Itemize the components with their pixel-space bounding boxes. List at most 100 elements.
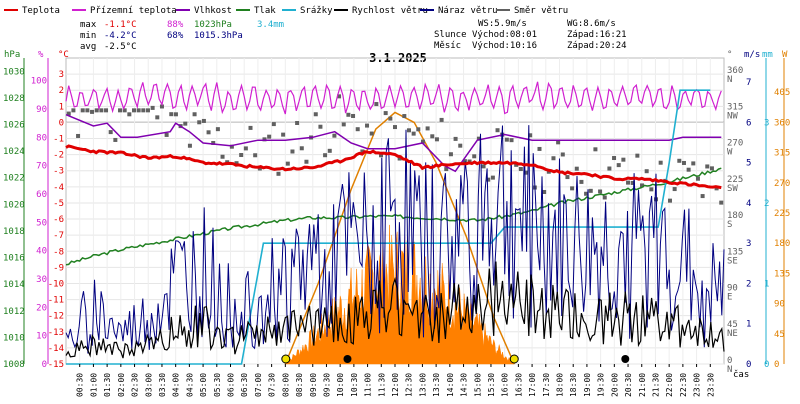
axis-title-mm: mm <box>762 50 773 60</box>
solar-area <box>284 224 516 365</box>
legend-label-temperature: Teplota <box>22 6 60 16</box>
x-tick-label: 21:00 <box>638 373 647 397</box>
stat-min-hum: 68% <box>167 31 184 41</box>
x-tick-label: 13:30 <box>432 373 441 397</box>
legend-item-wind-speed: Rychlost větru <box>334 6 428 16</box>
wind-direction-point <box>677 158 682 163</box>
wind-direction-point <box>383 111 388 116</box>
tick-label-c: -7 <box>53 231 64 241</box>
stat-min-temp: -4.2°C <box>104 31 137 41</box>
wind-direction-point <box>234 161 239 166</box>
wind-speed-max: WS:5.9m/s <box>478 19 527 29</box>
wind-direction-point <box>560 152 565 157</box>
wind-direction-point <box>169 112 174 117</box>
tick-label-pct: 90 <box>36 105 47 115</box>
tick-label-ms: 3 <box>746 239 751 249</box>
wind-direction-point <box>542 189 547 194</box>
x-tick-label: 16:00 <box>501 373 510 397</box>
wind-direction-point <box>183 121 188 126</box>
x-tick-label: 09:30 <box>322 373 331 397</box>
wind-direction-point <box>243 146 248 151</box>
x-tick-label: 20:00 <box>610 373 619 397</box>
tick-label-hpa: 1008 <box>3 360 25 370</box>
tick-label-c: -2 <box>53 151 64 161</box>
tick-label-c: 2 <box>59 86 64 96</box>
temperature-line <box>65 144 722 190</box>
wind-direction-point <box>346 112 351 117</box>
wind-direction-point <box>621 157 626 162</box>
axis-title-c: °C <box>58 50 69 60</box>
tick-label-hpa: 1030 <box>3 67 25 77</box>
wind-direction-point <box>495 128 500 133</box>
wind-direction-point <box>393 125 397 130</box>
wind-direction-point <box>229 144 234 149</box>
wind-direction-point <box>579 179 584 184</box>
tick-label-w: 135 <box>774 269 790 279</box>
x-tick-label: 08:00 <box>281 373 290 397</box>
legend-label-pressure: Tlak <box>254 6 276 16</box>
wind-direction-point <box>551 156 556 161</box>
tick-label-c: -6 <box>53 215 64 225</box>
wind-direction-point <box>332 133 337 138</box>
moon-label: Měsíc <box>434 41 461 51</box>
x-tick-label: 22:30 <box>679 373 688 397</box>
sun-rise: Východ:08:01 <box>472 30 537 40</box>
wind-direction-point <box>430 134 435 139</box>
humidity-line <box>65 114 722 173</box>
sunset-marker <box>509 354 519 364</box>
wind-direction-point <box>113 137 118 142</box>
tick-label-compass: NE <box>727 329 738 339</box>
wind-direction-point <box>164 132 169 137</box>
wind-direction-point <box>94 108 99 113</box>
wind-direction-point <box>104 108 109 113</box>
stat-max-rain: 3.4mm <box>257 20 284 30</box>
legend-item-wind-gust: Náraz větru <box>420 6 498 16</box>
wind-direction-point <box>588 188 593 193</box>
tick-label-c: -9 <box>53 263 64 273</box>
x-tick-label: 23:30 <box>706 373 715 397</box>
sun-moon-markers <box>281 354 630 364</box>
wind-direction-point <box>458 143 463 148</box>
x-tick-label: 07:30 <box>268 373 277 397</box>
axis-title-time: čas <box>733 369 749 380</box>
tick-label-c: -8 <box>53 247 64 257</box>
tick-label-c: -12 <box>48 312 64 322</box>
tick-label-deg: 315 <box>727 102 743 112</box>
wind-direction-point <box>425 126 430 131</box>
tick-label-ms: 5 <box>746 159 751 169</box>
tick-label-deg: 135 <box>727 247 743 257</box>
x-tick-label: 01:30 <box>103 373 112 397</box>
wind-direction-point <box>667 198 672 203</box>
wind-direction-point <box>318 124 323 129</box>
wind-direction-point <box>323 153 328 158</box>
x-tick-label: 08:30 <box>295 373 304 397</box>
wind-direction-point <box>108 130 113 135</box>
wind-direction-point <box>626 180 631 185</box>
sun-set: Západ:16:21 <box>567 30 627 40</box>
moon-set: Západ:20:24 <box>567 41 627 51</box>
tick-label-c: -1 <box>53 135 64 145</box>
wind-direction-point <box>197 120 202 125</box>
x-tick-label: 15:00 <box>473 373 482 397</box>
tick-label-hpa: 1018 <box>3 227 25 237</box>
wind-direction-point <box>76 133 81 138</box>
x-tick-label: 10:00 <box>336 373 345 397</box>
wind-direction-point <box>341 122 346 127</box>
wind-direction-point <box>635 153 640 158</box>
wind-speed-line <box>65 261 725 359</box>
tick-label-mm: 3 <box>764 118 769 128</box>
tick-label-ms: 6 <box>746 118 751 128</box>
x-tick-label: 12:30 <box>405 373 414 397</box>
tick-label-hpa: 1016 <box>3 254 25 264</box>
wind-direction-point <box>486 177 491 182</box>
x-tick-label: 13:00 <box>418 373 427 397</box>
wind-direction-point <box>523 170 528 175</box>
pressure-line <box>65 167 722 266</box>
wind-direction-point <box>299 146 304 151</box>
tick-label-compass: SE <box>727 256 738 266</box>
x-tick-label: 22:00 <box>665 373 674 397</box>
tick-label-c: 1 <box>59 102 64 112</box>
tick-label-compass: W <box>727 148 733 158</box>
x-tick-label: 09:00 <box>309 373 318 397</box>
wind-direction-point <box>565 175 570 180</box>
